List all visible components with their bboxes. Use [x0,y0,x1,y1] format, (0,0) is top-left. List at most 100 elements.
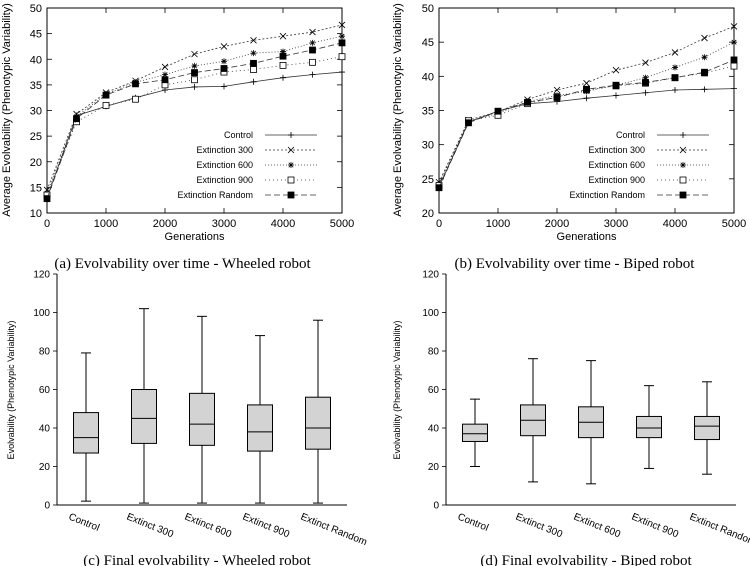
data-point [250,50,257,57]
y-tick-label: 35 [30,80,42,92]
y-tick-label: 40 [422,71,434,83]
data-point [279,52,287,60]
data-point [613,92,619,99]
data-point [553,86,561,94]
box-control [462,398,488,467]
x-tick-label: 3000 [212,218,236,230]
iqr-box [305,396,331,450]
iqr-box [462,423,488,442]
data-point [309,46,316,54]
data-point [191,83,198,90]
legend-label: Extinction 300 [196,145,253,155]
y-tick-label: 40 [30,54,42,66]
y-tick-label: 25 [422,174,434,186]
x-axis-label: Generations [165,231,225,243]
data-point [280,48,286,55]
series-extinction-random [43,39,346,203]
data-point [701,68,708,76]
data-point [132,80,139,88]
x-tick-label: Extinct Random [688,512,750,549]
box-extinct-random [694,381,720,475]
data-point [553,94,561,101]
legend-marker [288,162,294,168]
data-point [191,69,198,76]
data-point [494,107,502,115]
data-point [339,33,345,40]
series-extinction-600 [44,33,345,197]
box-chart-c: 0 20 40 60 80 100 120 Evolvability (Phenotypic … [6,270,368,566]
line-chart-a: 10 15 20 25 30 35 40 45 50 0 1000 2000 3000 4000 5000 G… [1,3,354,272]
data-point [309,28,316,36]
box-control [73,352,99,502]
data-point [43,195,51,203]
legend-label: Extinction 900 [588,175,645,185]
series-line [438,59,735,188]
x-tick-label: 3000 [604,218,628,230]
figure-caption: (d) Final evolvability - Biped robot [480,553,692,566]
y-axis-label: Evolvability (Phenotypic Variability) [392,321,402,460]
x-tick-label: 4000 [663,218,687,230]
x-tick-label: 1000 [94,218,118,230]
x-tick-label: Control [67,512,101,534]
x-tick-label: 0 [436,218,442,230]
data-point [465,119,472,127]
data-point [309,39,316,46]
data-point [731,39,737,46]
data-point [250,66,257,73]
y-tick-label: 20 [422,208,434,220]
data-point [309,58,316,66]
legend-marker [679,146,687,154]
series-line [438,65,735,186]
y-tick-label: 50 [30,3,42,15]
data-point [642,89,649,96]
data-point [672,87,678,93]
x-tick-label: 5000 [722,218,746,230]
box-extinct-900 [247,335,273,504]
legend-marker [679,176,687,184]
series-line [438,26,735,183]
x-tick-label: 0 [44,218,50,230]
box-extinct-600 [578,360,604,485]
plot-frame [438,7,735,214]
data-point [339,69,345,76]
legend-label: Extinction 900 [196,175,253,185]
y-tick-label: 25 [30,131,42,143]
data-point [583,95,590,102]
y-tick-label: 40 [428,424,440,435]
data-point [162,71,168,78]
legend-label: Extinction 600 [588,160,645,170]
y-tick-label: 0 [44,501,50,512]
y-tick-label: 120 [33,270,50,281]
y-tick-label: 15 [30,182,42,194]
legend-marker [288,132,294,138]
x-tick-label: Extinct Random [299,512,369,549]
data-point [221,58,227,65]
data-point [672,64,678,71]
data-point [220,65,228,72]
y-tick-label: 120 [422,270,439,281]
series-control [436,85,737,191]
iqr-box [247,404,273,452]
y-tick-label: 20 [428,462,440,473]
data-point [730,56,738,64]
data-point [191,50,198,58]
data-point [583,79,590,87]
data-point [642,74,649,81]
data-point [524,98,531,106]
figure-caption: (c) Final evolvability - Wheeled robot [83,553,311,566]
y-axis-label: Evolvability (Phenotypic Variability) [6,321,16,460]
data-point [730,23,738,30]
y-tick-label: 50 [422,3,434,15]
legend-label: Extinction 600 [196,160,253,170]
data-point [309,71,316,78]
series-line [46,35,343,194]
y-tick-label: 0 [433,501,439,512]
x-tick-label: Extinct 900 [241,512,291,541]
series-extinction-900 [435,62,738,190]
data-point [731,85,737,92]
y-tick-label: 45 [422,37,434,49]
data-point [191,62,198,69]
data-point [338,39,346,47]
data-point [280,74,286,81]
series-line [438,88,735,188]
